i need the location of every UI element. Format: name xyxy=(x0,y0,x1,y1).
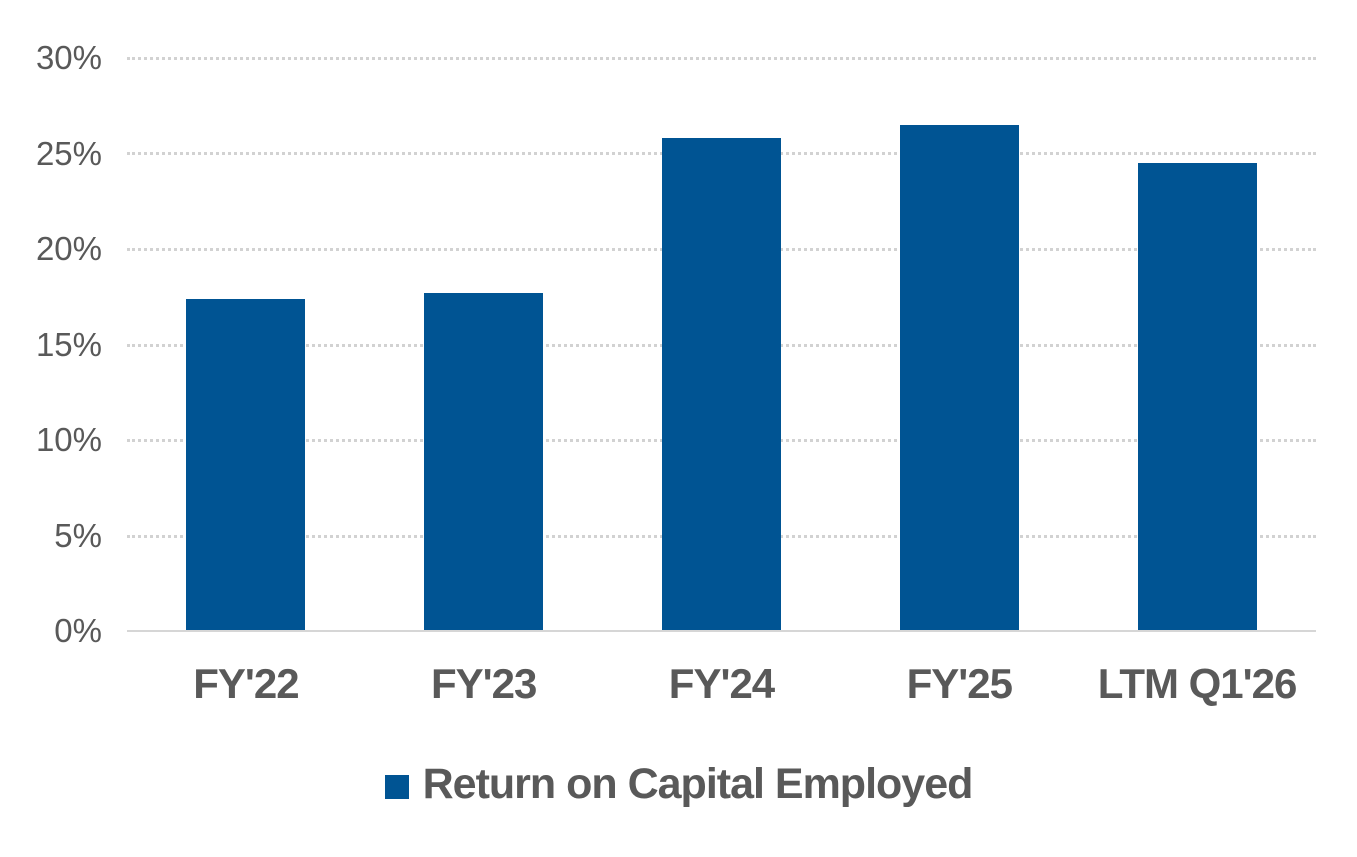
legend-label: Return on Capital Employed xyxy=(422,760,974,808)
legend-swatch xyxy=(384,774,409,799)
y-tick-label: 30% xyxy=(35,39,102,76)
legend: Return on Capital Employed xyxy=(0,760,1357,809)
bar-0 xyxy=(186,298,306,631)
y-tick-label: 20% xyxy=(35,230,102,267)
x-tick-label: LTM Q1'26 xyxy=(1097,660,1298,707)
bar-4 xyxy=(1137,163,1257,631)
x-tick-label: FY'23 xyxy=(431,660,537,707)
x-axis-line xyxy=(127,630,1316,632)
y-axis-labels: 0% 5% 10% 15% 20% 25% 30% xyxy=(0,39,102,649)
plot-area xyxy=(127,57,1316,632)
bar-cell xyxy=(1078,58,1316,631)
x-tick-label: FY'24 xyxy=(668,660,775,707)
gridline-30 xyxy=(127,57,1316,60)
bar-cell xyxy=(127,58,365,631)
y-tick-label: 10% xyxy=(35,421,102,458)
bar-1 xyxy=(424,292,544,631)
bars-row xyxy=(127,58,1316,631)
y-tick-label: 5% xyxy=(54,516,102,554)
x-axis-labels: FY'22 FY'23 FY'24 FY'25 LTM Q1'26 xyxy=(127,660,1316,708)
bar-2 xyxy=(662,138,781,631)
y-tick-label: 25% xyxy=(35,134,102,172)
x-tick-label: FY'22 xyxy=(193,660,299,707)
bar-3 xyxy=(899,124,1019,631)
y-tick-label: 0% xyxy=(54,612,102,649)
bar-cell xyxy=(603,58,841,631)
y-tick-label: 15% xyxy=(35,325,102,363)
x-tick-label: FY'25 xyxy=(906,660,1013,707)
bar-cell xyxy=(365,58,603,631)
bar-cell xyxy=(840,58,1078,631)
